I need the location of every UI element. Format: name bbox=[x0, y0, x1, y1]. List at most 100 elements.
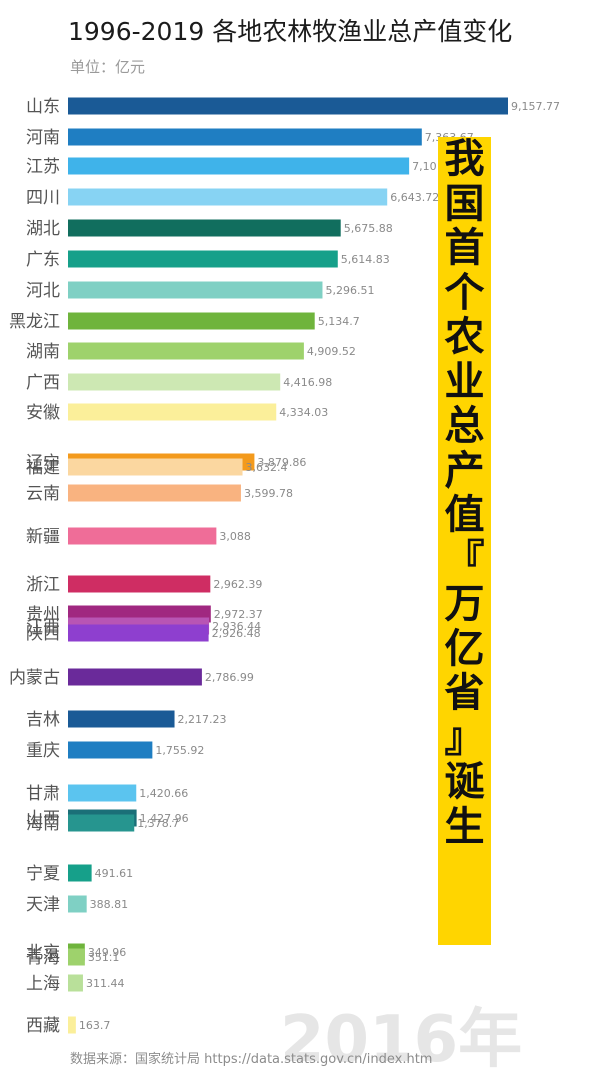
banner-char: 业 bbox=[444, 358, 485, 405]
value-label: 5,296.51 bbox=[325, 284, 374, 297]
value-label: 3,088 bbox=[219, 530, 251, 543]
bar-青海 bbox=[68, 948, 85, 966]
value-label: 2,936.44 bbox=[212, 620, 261, 633]
bar-安徽 bbox=[68, 403, 277, 421]
bar-福建 bbox=[68, 458, 243, 476]
bar-山东 bbox=[68, 97, 508, 115]
value-label: 388.81 bbox=[90, 898, 128, 911]
value-label: 1,755.92 bbox=[155, 744, 204, 757]
bar-湖南 bbox=[68, 342, 304, 360]
bar-湖北 bbox=[68, 219, 341, 237]
category-label: 甘肃 bbox=[26, 784, 60, 804]
value-label: 5,675.88 bbox=[344, 222, 393, 235]
category-label: 福建 bbox=[26, 458, 60, 478]
banner-char: 首 bbox=[444, 225, 485, 271]
value-label: 1,427.96 bbox=[140, 812, 189, 825]
category-label: 新疆 bbox=[26, 527, 60, 547]
banner-char: 』 bbox=[444, 714, 485, 761]
category-label: 山西 bbox=[26, 809, 60, 829]
value-label: 3,632.4 bbox=[246, 461, 288, 474]
value-label: 1,378.7 bbox=[137, 817, 179, 830]
category-label: 河南 bbox=[26, 128, 60, 148]
banner-char: 总 bbox=[444, 403, 485, 449]
bar-浙江 bbox=[68, 575, 211, 593]
category-label: 河北 bbox=[26, 281, 60, 301]
value-label: 6,643.72 bbox=[390, 191, 439, 204]
bar-新疆 bbox=[68, 527, 217, 545]
category-label: 江苏 bbox=[26, 157, 60, 177]
value-label: 351.1 bbox=[88, 951, 120, 964]
bar-陕西 bbox=[68, 624, 209, 642]
value-label: 3,879.86 bbox=[257, 456, 306, 469]
bar-江苏 bbox=[68, 157, 410, 175]
category-label: 湖北 bbox=[26, 219, 60, 239]
banner-char: 亿 bbox=[444, 625, 485, 672]
value-label: 2,786.99 bbox=[205, 671, 254, 684]
headline-banner: 我国首个农业总产值『万亿省』诞生 bbox=[438, 137, 491, 945]
banner-char: 国 bbox=[444, 180, 485, 227]
value-label: 7,10 bbox=[412, 160, 437, 173]
bar-宁夏 bbox=[68, 864, 92, 882]
category-label: 广东 bbox=[26, 250, 60, 270]
bar-广西 bbox=[68, 373, 281, 391]
bar-黑龙江 bbox=[68, 312, 315, 330]
banner-char: 诞 bbox=[444, 759, 485, 805]
category-label: 海南 bbox=[26, 814, 60, 834]
category-label: 青海 bbox=[26, 948, 60, 968]
category-label: 宁夏 bbox=[26, 864, 60, 884]
banner-char: 产 bbox=[444, 447, 485, 494]
banner-char: 省 bbox=[444, 670, 485, 716]
bar-河南 bbox=[68, 128, 422, 146]
category-label: 浙江 bbox=[26, 575, 60, 595]
bar-西藏 bbox=[68, 1016, 76, 1034]
value-label: 5,614.83 bbox=[341, 253, 390, 266]
bar-重庆 bbox=[68, 741, 153, 759]
banner-char: 万 bbox=[444, 581, 485, 627]
bar-四川 bbox=[68, 188, 388, 206]
bar-内蒙古 bbox=[68, 668, 202, 686]
bar-上海 bbox=[68, 974, 83, 992]
banner-char: 『 bbox=[444, 536, 485, 583]
category-label: 陕西 bbox=[26, 624, 60, 644]
banner-char: 生 bbox=[444, 803, 485, 850]
category-label: 上海 bbox=[26, 974, 60, 994]
category-label: 贵州 bbox=[26, 605, 60, 625]
value-label: 5,134.7 bbox=[318, 315, 360, 328]
bar-广东 bbox=[68, 250, 338, 268]
bar-吉林 bbox=[68, 710, 175, 728]
category-label: 西藏 bbox=[26, 1016, 60, 1036]
category-label: 辽宁 bbox=[26, 453, 60, 473]
value-label: 491.61 bbox=[95, 867, 134, 880]
category-label: 内蒙古 bbox=[9, 668, 60, 688]
category-label: 广西 bbox=[26, 373, 60, 393]
value-label: 311.44 bbox=[86, 977, 125, 990]
value-label: 4,416.98 bbox=[283, 376, 332, 389]
bar-云南 bbox=[68, 484, 241, 502]
bar-天津 bbox=[68, 895, 87, 913]
category-label: 四川 bbox=[26, 188, 60, 208]
category-label: 江西 bbox=[26, 617, 60, 637]
unit-label: 单位：亿元 bbox=[70, 58, 146, 76]
value-label: 2,926.48 bbox=[212, 627, 261, 640]
bar-甘肃 bbox=[68, 784, 137, 802]
banner-char: 个 bbox=[444, 269, 485, 316]
value-label: 9,157.77 bbox=[511, 100, 560, 113]
value-label: 3,599.78 bbox=[244, 487, 293, 500]
value-label: 2,972.37 bbox=[214, 608, 263, 621]
category-label: 安徽 bbox=[26, 403, 60, 423]
category-label: 云南 bbox=[26, 484, 60, 504]
bar-海南 bbox=[68, 814, 135, 832]
value-label: 4,334.03 bbox=[279, 406, 328, 419]
value-label: 1,420.66 bbox=[139, 787, 188, 800]
value-label: 163.7 bbox=[79, 1019, 111, 1032]
value-label: 4,909.52 bbox=[307, 345, 356, 358]
banner-char: 我 bbox=[444, 136, 485, 182]
category-label: 黑龙江 bbox=[9, 312, 60, 332]
banner-char: 农 bbox=[444, 314, 485, 360]
category-label: 重庆 bbox=[26, 741, 60, 761]
value-label: 349.96 bbox=[88, 946, 127, 959]
data-source: 数据来源：国家统计局 https://data.stats.gov.cn/ind… bbox=[70, 1052, 433, 1067]
chart-title: 1996-2019 各地农林牧渔业总产值变化 bbox=[68, 17, 513, 46]
category-label: 天津 bbox=[26, 895, 60, 915]
